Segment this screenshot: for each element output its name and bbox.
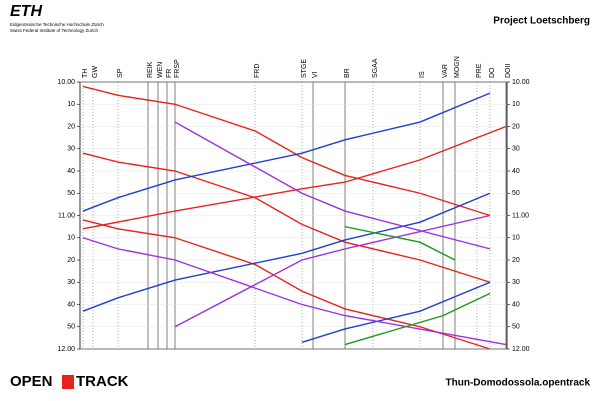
y-tick-label: 10.00 (57, 79, 75, 86)
station-label: REIK (147, 61, 154, 78)
station-label: DOII (505, 64, 512, 78)
y-tick-label: 20 (67, 123, 75, 130)
train-path (82, 125, 507, 230)
y-tick-label: 40 (67, 168, 75, 175)
station-label: STGE (301, 59, 308, 78)
train-path (82, 92, 491, 212)
y-tick-label: 20 (512, 123, 520, 130)
station-label: VI (312, 71, 319, 78)
station-label: IS (419, 71, 426, 78)
y-tick-label: 20 (512, 257, 520, 264)
logo-left: OPEN (10, 373, 53, 390)
train-path (82, 85, 491, 217)
station-label: TH (82, 69, 89, 78)
y-tick-label: 40 (512, 168, 520, 175)
y-tick-label: 50 (67, 324, 75, 331)
station-label: PRE (476, 63, 483, 78)
train-path (344, 292, 491, 346)
logo-mark (62, 375, 74, 389)
train-path (82, 219, 491, 350)
station-label: MOGN (454, 56, 461, 78)
y-tick-label: 50 (512, 324, 520, 331)
train-path (82, 152, 491, 283)
institution-de: Eidgenössische Technische Hochschule Zür… (10, 22, 104, 27)
y-tick-label: 12.00 (57, 346, 75, 353)
y-tick-label: 12.00 (512, 346, 530, 353)
train-path (82, 237, 507, 346)
y-tick-label: 20 (67, 257, 75, 264)
y-tick-label: 10 (67, 101, 75, 108)
y-tick-label: 40 (512, 301, 520, 308)
station-label: VAR (442, 64, 449, 78)
station-label: GW (92, 66, 99, 78)
y-tick-label: 10 (512, 235, 520, 242)
train-path (344, 225, 456, 261)
y-tick-label: 30 (67, 146, 75, 153)
logo-right: TRACK (76, 373, 129, 390)
y-tick-label: 50 (512, 190, 520, 197)
train-path (174, 214, 491, 328)
train-path (174, 121, 491, 250)
station-label: FRSP (174, 59, 181, 78)
project-title: Project Loetschberg (493, 16, 590, 27)
station-label: DO (489, 67, 496, 78)
y-tick-label: 40 (67, 301, 75, 308)
institution-en: Swiss Federal Institute of Technology Zu… (10, 28, 98, 33)
file-name: Thun-Domodossola.opentrack (446, 378, 591, 389)
y-tick-label: 30 (512, 146, 520, 153)
y-tick-label: 50 (67, 190, 75, 197)
station-label: WEN (157, 62, 164, 78)
y-tick-label: 10 (67, 235, 75, 242)
y-tick-label: 10 (512, 101, 520, 108)
station-label: BR (344, 68, 351, 78)
eth-logo: ETH (10, 3, 42, 20)
y-tick-label: 30 (67, 279, 75, 286)
y-tick-label: 10.00 (512, 79, 530, 86)
train-path (82, 192, 491, 312)
y-tick-label: 11.00 (58, 212, 75, 219)
station-label: SP (117, 68, 124, 78)
station-label: FRD (254, 64, 261, 78)
station-label: SGAA (372, 58, 379, 78)
train-path (301, 281, 491, 343)
station-label: FR (166, 69, 173, 78)
y-tick-label: 30 (512, 279, 520, 286)
y-tick-label: 11.00 (512, 212, 529, 219)
